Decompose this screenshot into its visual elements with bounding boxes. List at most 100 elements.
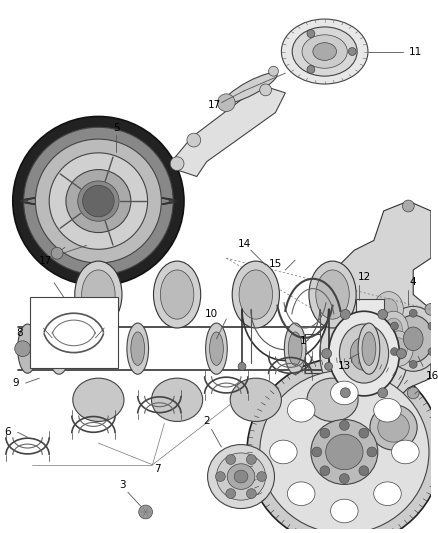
Circle shape (15, 341, 31, 357)
Ellipse shape (284, 323, 306, 374)
Circle shape (187, 133, 201, 147)
Ellipse shape (392, 440, 419, 464)
Circle shape (257, 472, 267, 481)
Ellipse shape (18, 324, 37, 373)
Text: 11: 11 (409, 46, 422, 56)
Circle shape (226, 489, 236, 498)
Ellipse shape (208, 445, 275, 508)
Ellipse shape (287, 398, 315, 422)
Ellipse shape (307, 378, 358, 422)
Ellipse shape (394, 315, 433, 362)
Ellipse shape (81, 270, 115, 319)
Ellipse shape (66, 169, 131, 232)
Polygon shape (356, 300, 384, 378)
Ellipse shape (131, 332, 145, 366)
Text: 17: 17 (39, 256, 52, 266)
Text: 13: 13 (338, 361, 351, 372)
Ellipse shape (153, 261, 201, 328)
Circle shape (139, 505, 152, 519)
Ellipse shape (331, 499, 358, 523)
Ellipse shape (311, 419, 378, 484)
Ellipse shape (216, 453, 265, 500)
Ellipse shape (24, 127, 173, 275)
Circle shape (268, 66, 279, 76)
Ellipse shape (331, 381, 358, 405)
Ellipse shape (313, 43, 336, 60)
Circle shape (339, 474, 349, 483)
Circle shape (340, 388, 350, 398)
Circle shape (247, 489, 256, 498)
Ellipse shape (350, 337, 378, 370)
Circle shape (312, 447, 322, 457)
Ellipse shape (362, 332, 376, 366)
Ellipse shape (269, 440, 297, 464)
Ellipse shape (247, 358, 438, 533)
Ellipse shape (230, 378, 281, 422)
Circle shape (428, 322, 436, 330)
Ellipse shape (227, 464, 255, 489)
Ellipse shape (309, 261, 356, 328)
Circle shape (367, 447, 377, 457)
Ellipse shape (127, 323, 148, 374)
Circle shape (170, 157, 184, 171)
Ellipse shape (205, 323, 227, 374)
Circle shape (396, 349, 406, 359)
Text: 16: 16 (426, 371, 438, 381)
Text: 15: 15 (269, 259, 282, 269)
Ellipse shape (316, 270, 349, 319)
Circle shape (260, 84, 272, 96)
Ellipse shape (35, 139, 161, 263)
Circle shape (217, 94, 235, 111)
Circle shape (322, 349, 332, 359)
Ellipse shape (232, 261, 279, 328)
Circle shape (359, 466, 369, 475)
Text: 9: 9 (12, 378, 19, 388)
Circle shape (407, 387, 419, 399)
Ellipse shape (386, 306, 438, 372)
Ellipse shape (292, 27, 357, 76)
Circle shape (307, 66, 315, 74)
Text: 5: 5 (113, 123, 120, 133)
Circle shape (83, 185, 114, 217)
Circle shape (307, 30, 315, 37)
Ellipse shape (234, 470, 248, 483)
Circle shape (378, 310, 388, 319)
Circle shape (409, 360, 417, 368)
Text: 3: 3 (119, 480, 125, 490)
Circle shape (320, 428, 330, 438)
Circle shape (403, 200, 414, 212)
Ellipse shape (78, 181, 119, 221)
Ellipse shape (374, 398, 401, 422)
Circle shape (320, 466, 330, 475)
Circle shape (339, 421, 349, 430)
Ellipse shape (384, 331, 413, 366)
Ellipse shape (13, 117, 184, 286)
Text: 17: 17 (208, 100, 221, 110)
Ellipse shape (288, 332, 302, 366)
Ellipse shape (390, 338, 407, 359)
Ellipse shape (209, 332, 223, 366)
Ellipse shape (326, 434, 363, 470)
Text: 2: 2 (203, 416, 210, 426)
Text: 6: 6 (4, 427, 11, 437)
Ellipse shape (339, 324, 389, 383)
Circle shape (343, 402, 355, 414)
Ellipse shape (239, 270, 272, 319)
Ellipse shape (287, 482, 315, 505)
Ellipse shape (378, 413, 409, 442)
Ellipse shape (225, 73, 277, 103)
Text: 4: 4 (410, 277, 417, 287)
Polygon shape (335, 201, 431, 417)
Polygon shape (167, 85, 285, 176)
Circle shape (247, 455, 256, 464)
Circle shape (425, 303, 437, 315)
Text: 14: 14 (237, 239, 251, 249)
Circle shape (51, 247, 63, 259)
Circle shape (238, 362, 246, 370)
Ellipse shape (380, 298, 397, 320)
Ellipse shape (403, 327, 423, 351)
Ellipse shape (75, 261, 122, 328)
Ellipse shape (320, 302, 408, 406)
Circle shape (348, 47, 356, 55)
Circle shape (391, 348, 399, 356)
